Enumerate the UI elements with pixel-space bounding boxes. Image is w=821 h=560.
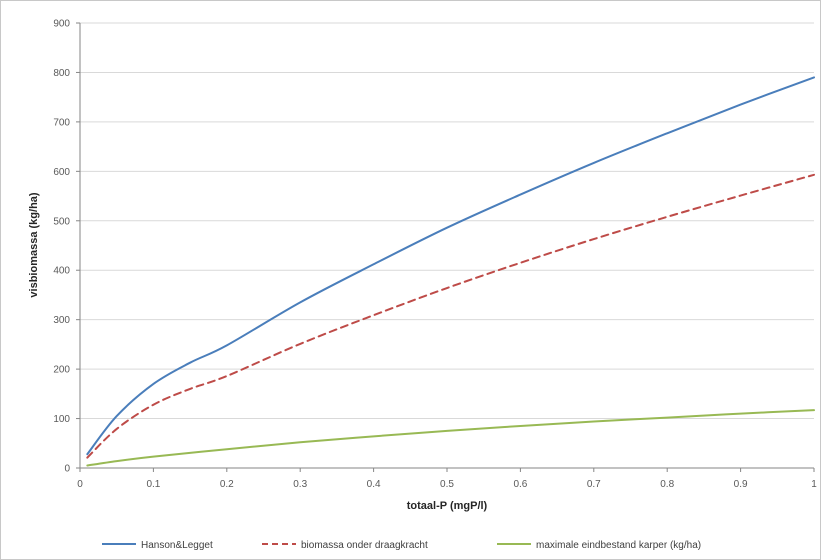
legend-label-hanson-legget: Hanson&Legget [141, 540, 213, 551]
y-tick-label: 900 [53, 19, 70, 30]
y-tick-label: 400 [53, 266, 70, 277]
legend-item-maximale-eindbestand-karper: maximale eindbestand karper (kg/ha) [497, 540, 701, 551]
gridlines [80, 22, 814, 420]
x-tick-label: 0 [77, 479, 83, 490]
series-line-biomassa-onder-draagkracht [86, 173, 815, 459]
y-tick-label: 500 [53, 216, 70, 227]
series-line-hanson-legget [86, 76, 815, 456]
y-axis-title: visbiomassa (kg/ha) [28, 192, 40, 297]
x-tick-label: 1 [811, 479, 817, 490]
axes [79, 23, 814, 469]
y-tick-label: 300 [53, 315, 70, 326]
y-tick-label: 600 [53, 167, 70, 178]
y-tick-label: 700 [53, 117, 70, 128]
legend-label-biomassa-onder-draagkracht: biomassa onder draagkracht [301, 540, 428, 551]
legend-item-biomassa-onder-draagkracht: biomassa onder draagkracht [262, 540, 428, 551]
x-tick-label: 0.5 [440, 479, 454, 490]
legend-label-maximale-eindbestand-karper: maximale eindbestand karper (kg/ha) [536, 540, 701, 551]
x-tick-label: 0.8 [660, 479, 674, 490]
x-tick-label: 0.4 [367, 479, 381, 490]
legend-item-hanson-legget: Hanson&Legget [102, 540, 213, 551]
x-tick-label: 0.3 [293, 479, 307, 490]
x-tick-label: 0.1 [146, 479, 160, 490]
x-tick-label: 0.9 [734, 479, 748, 490]
y-tick-label: 0 [64, 464, 70, 475]
y-tick-label: 200 [53, 365, 70, 376]
series-lines [86, 76, 815, 467]
x-axis-title: totaal-P (mgP/l) [407, 500, 488, 512]
legend: Hanson&Legget biomassa onder draagkracht… [102, 540, 701, 551]
x-tick-label: 0.6 [513, 479, 527, 490]
x-tick-label: 0.7 [587, 479, 601, 490]
x-tick-label: 0.2 [220, 479, 234, 490]
series-line-maximale-eindbestand-karper [86, 409, 815, 467]
y-tick-labels: 0 100 200 300 400 500 600 700 800 900 [53, 19, 80, 475]
y-tick-label: 100 [53, 414, 70, 425]
x-tick-labels: 0 0.1 0.2 0.3 0.4 0.5 0.6 0.7 0.8 0.9 1 [77, 468, 817, 490]
y-tick-label: 800 [53, 68, 70, 79]
